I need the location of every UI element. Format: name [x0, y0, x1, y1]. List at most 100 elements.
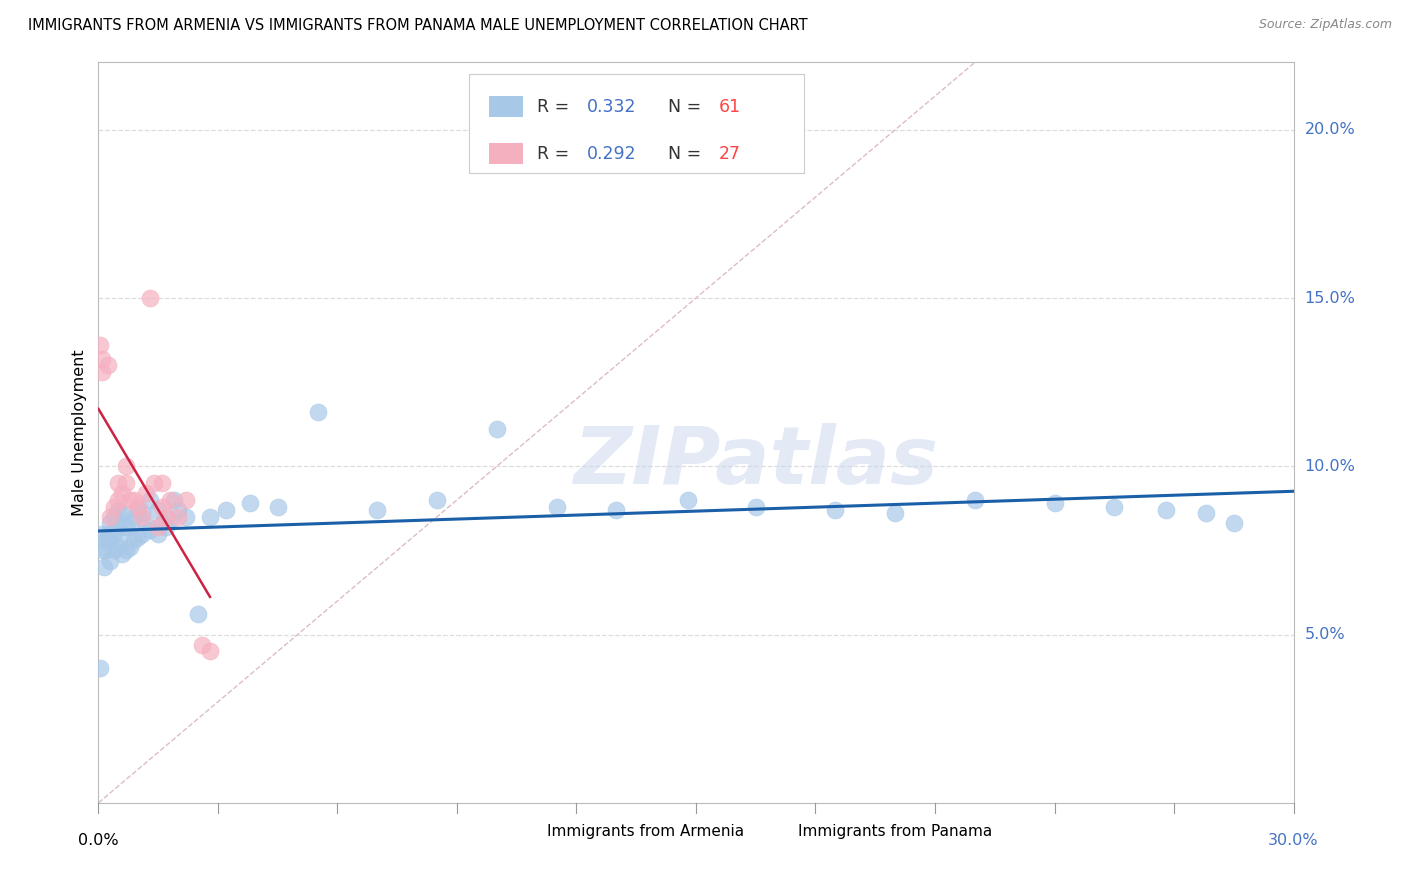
Text: 15.0%: 15.0%	[1305, 291, 1355, 305]
Point	[155, 520, 177, 534]
Text: 20.0%: 20.0%	[1305, 122, 1355, 137]
Point	[155, 509, 177, 524]
Point	[103, 500, 125, 514]
Point	[91, 526, 114, 541]
Point	[103, 543, 125, 558]
Point	[150, 500, 173, 514]
Point	[884, 507, 907, 521]
Point	[111, 526, 134, 541]
Text: Immigrants from Armenia: Immigrants from Armenia	[547, 824, 744, 839]
Text: ZIPatlas: ZIPatlas	[574, 423, 938, 501]
Text: Source: ZipAtlas.com: Source: ZipAtlas.com	[1258, 18, 1392, 31]
Point	[198, 509, 221, 524]
Point	[167, 509, 190, 524]
FancyBboxPatch shape	[762, 820, 787, 844]
Point	[148, 520, 170, 534]
Point	[239, 496, 262, 510]
Point	[120, 516, 142, 531]
Point	[148, 503, 170, 517]
Text: 0.292: 0.292	[588, 145, 637, 162]
Point	[198, 644, 221, 658]
Point	[135, 516, 157, 531]
FancyBboxPatch shape	[489, 96, 523, 117]
Point	[1043, 496, 1066, 510]
Point	[124, 492, 146, 507]
Text: 61: 61	[718, 98, 741, 116]
Point	[1154, 503, 1177, 517]
Point	[963, 492, 986, 507]
Point	[120, 540, 142, 554]
Point	[366, 503, 388, 517]
Point	[426, 492, 449, 507]
Point	[96, 543, 118, 558]
Point	[307, 405, 329, 419]
Point	[139, 523, 162, 537]
Text: 10.0%: 10.0%	[1305, 458, 1355, 474]
Point	[127, 500, 149, 514]
Point	[91, 351, 114, 366]
Point	[745, 500, 768, 514]
Point	[91, 543, 114, 558]
Point	[124, 533, 146, 548]
Point	[174, 492, 197, 507]
Point	[111, 547, 134, 561]
Point	[148, 526, 170, 541]
Point	[97, 526, 120, 541]
Point	[96, 533, 118, 548]
Point	[215, 503, 238, 517]
Text: 0.332: 0.332	[588, 98, 637, 116]
Point	[127, 503, 149, 517]
Point	[485, 422, 508, 436]
Y-axis label: Male Unemployment: Male Unemployment	[72, 350, 87, 516]
Point	[174, 509, 197, 524]
Point	[150, 476, 173, 491]
Point	[93, 560, 115, 574]
Point	[131, 509, 153, 524]
Point	[98, 553, 122, 567]
Point	[115, 520, 138, 534]
Point	[131, 507, 153, 521]
Point	[115, 543, 138, 558]
Point	[103, 526, 125, 541]
Point	[1104, 500, 1126, 514]
Point	[824, 503, 846, 517]
Text: 0.0%: 0.0%	[79, 833, 118, 848]
Point	[676, 492, 699, 507]
Point	[191, 638, 214, 652]
Point	[135, 486, 157, 500]
Point	[127, 530, 149, 544]
Point	[107, 492, 129, 507]
Point	[159, 513, 181, 527]
Point	[107, 503, 129, 517]
Point	[1195, 507, 1218, 521]
Point	[107, 476, 129, 491]
Point	[124, 509, 146, 524]
Text: 5.0%: 5.0%	[1305, 627, 1346, 642]
FancyBboxPatch shape	[489, 143, 523, 164]
Text: N =: N =	[657, 98, 706, 116]
Point	[115, 459, 138, 474]
Point	[605, 503, 627, 517]
Point	[139, 492, 162, 507]
Point	[111, 486, 134, 500]
Point	[163, 492, 186, 507]
FancyBboxPatch shape	[470, 73, 804, 173]
Text: R =: R =	[537, 98, 575, 116]
Point	[131, 526, 153, 541]
Point	[107, 520, 129, 534]
Point	[167, 503, 190, 517]
Point	[111, 507, 134, 521]
FancyBboxPatch shape	[510, 820, 537, 844]
Point	[97, 359, 120, 373]
Point	[150, 516, 173, 531]
Point	[98, 516, 122, 531]
Point	[159, 492, 181, 507]
Point	[546, 500, 568, 514]
Point	[143, 476, 166, 491]
Point	[120, 492, 142, 507]
Text: N =: N =	[657, 145, 706, 162]
Text: IMMIGRANTS FROM ARMENIA VS IMMIGRANTS FROM PANAMA MALE UNEMPLOYMENT CORRELATION : IMMIGRANTS FROM ARMENIA VS IMMIGRANTS FR…	[28, 18, 807, 33]
Point	[98, 509, 122, 524]
Point	[89, 338, 111, 352]
Point	[103, 509, 125, 524]
